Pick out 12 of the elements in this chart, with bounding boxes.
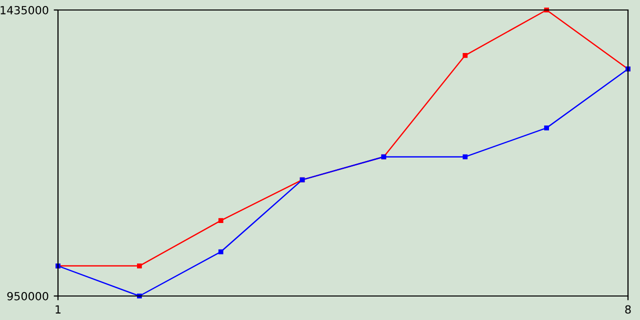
x-tick-label: 8 [625,305,631,314]
point [462,154,468,160]
point [137,294,142,298]
point [218,249,224,254]
y-tick-label: 1435000 [0,6,48,14]
x-tick-label: 1 [56,305,61,314]
point [218,218,224,223]
point [137,263,142,268]
point [462,52,468,58]
point [544,126,549,130]
y-tick-label: 950000 [7,292,48,300]
point [544,8,549,12]
